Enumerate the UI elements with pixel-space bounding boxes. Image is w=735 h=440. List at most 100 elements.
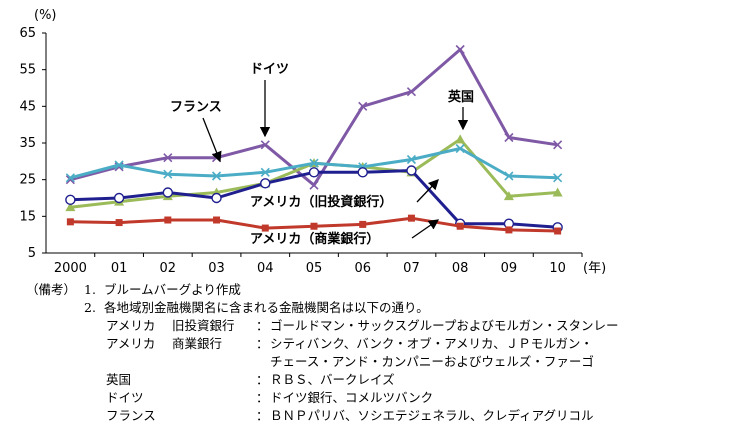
institution-sep: ： (256, 372, 269, 387)
x-tick-label: 09 (501, 261, 518, 276)
data-point-us_ib (113, 192, 125, 204)
data-point-uk (65, 202, 76, 212)
data-point-us_cb (213, 216, 221, 224)
annotation-arrow-us-cb (411, 219, 440, 239)
data-point-us_cb (505, 226, 513, 234)
data-point-us_cb (456, 222, 464, 230)
institution-names: シティバンク、バンク・オブ・アメリカ、ＪＰモルガン・ (270, 336, 593, 351)
annotation-arrow-us-ib (416, 179, 439, 203)
data-point-france (504, 171, 514, 181)
data-point-france (65, 173, 75, 183)
notes-label: （備考） (26, 282, 77, 297)
data-point-france (260, 167, 270, 177)
data-point-france (114, 160, 124, 170)
institution-sep: ： (256, 336, 269, 351)
x-unit-label: (年) (583, 261, 606, 276)
institution-row-germany: ドイツ ： ドイツ銀行、コメルツバンク (26, 389, 731, 407)
institution-names: ドイツ銀行、コメルツバンク (270, 390, 434, 405)
institution-row-us-cb-cont: チェース・アンド・カンパニーおよびウェルズ・ファーゴ (26, 353, 731, 371)
data-point-us_cb (359, 220, 367, 228)
y-tick-label: 55 (19, 63, 36, 78)
institution-names: ゴールドマン・サックスグループおよびモルガン・スタンレー (270, 318, 619, 333)
data-point-us_ib (65, 194, 76, 206)
data-point-germany (309, 180, 319, 190)
data-point-germany (504, 132, 514, 143)
institution-row-us-cb: アメリカ 商業銀行 ： シティバンク、バンク・オブ・アメリカ、ＪＰモルガン・ (26, 335, 731, 353)
data-point-france (455, 143, 465, 154)
data-point-france (163, 169, 173, 179)
institution-region: 英国 (106, 372, 132, 387)
data-point-uk (455, 134, 466, 144)
institution-row-us-ib: アメリカ 旧投資銀行 ： ゴールドマン・サックスグループおよびモルガン・スタンレ… (26, 317, 731, 335)
annotation-france: フランス (170, 100, 222, 115)
note-row-1: （備考） 1. ブルームバーグより作成 (26, 281, 731, 299)
note-row-2: 2. 各地域別金融機関名に含まれる金融機関名は以下の通り。 (26, 299, 731, 317)
x-tick-label: 10 (549, 261, 566, 276)
data-point-us_cb (554, 227, 562, 235)
note-2-number: 2. (84, 300, 96, 315)
data-point-us_cb (407, 214, 415, 222)
data-point-france (553, 173, 563, 183)
annotation-arrow-france (202, 117, 222, 163)
institution-names: ＢＮＰパリバ、ソシエテジェネラル、クレディアグリコル (270, 408, 594, 423)
x-tick-label: 01 (111, 261, 128, 276)
data-point-uk (552, 187, 563, 197)
note-1-text: ブルームバーグより作成 (104, 282, 241, 297)
x-tick-label: 06 (354, 261, 371, 276)
x-tick-label: 2000 (54, 261, 87, 276)
annotation-uk: 英国 (447, 89, 474, 105)
data-point-us_ib (162, 187, 174, 198)
annotation-us-cb: アメリカ（商業銀行） (250, 231, 379, 247)
note-1-number: 1. (84, 282, 96, 297)
x-tick-label: 04 (257, 261, 274, 276)
institution-region: アメリカ (106, 318, 156, 333)
y-tick-label: 45 (19, 99, 36, 114)
x-tick-label: 07 (403, 261, 420, 276)
y-tick-label: 5 (28, 246, 36, 261)
data-point-uk (503, 191, 514, 201)
institution-region: ドイツ (106, 390, 144, 405)
data-point-germany (455, 44, 465, 55)
data-point-germany (553, 140, 563, 150)
data-point-us_ib (406, 165, 417, 176)
note-2-text: 各地域別金融機関名に含まれる金融機関名は以下の通り。 (104, 300, 429, 315)
y-tick-label: 15 (19, 209, 36, 224)
institution-sep: ： (256, 390, 269, 405)
data-point-germany (358, 101, 368, 111)
x-tick-label: 02 (160, 261, 177, 276)
institution-names: ＲＢＳ、バークレイズ (270, 372, 395, 387)
institution-region: フランス (106, 408, 156, 423)
x-tick-label: 05 (306, 261, 323, 276)
x-tick-label: 03 (208, 261, 225, 276)
data-point-france (309, 158, 319, 168)
data-point-us_ib (211, 192, 222, 204)
x-tick-label: 08 (452, 261, 469, 276)
data-point-france (211, 171, 222, 181)
institution-names: チェース・アンド・カンパニーおよびウェルズ・ファーゴ (270, 354, 594, 369)
annotation-us-ib: アメリカ（旧投資銀行） (250, 194, 392, 210)
data-point-us_ib (308, 167, 320, 178)
data-point-germany (163, 153, 173, 163)
y-unit-label: (%) (34, 8, 57, 23)
annotation-germany: ドイツ (250, 62, 289, 77)
data-point-us_ib (357, 167, 368, 178)
data-point-us_cb (164, 216, 172, 224)
institution-sep: ： (256, 318, 269, 333)
y-tick-label: 35 (19, 136, 36, 151)
data-point-france (406, 154, 417, 165)
data-point-us_cb (115, 219, 123, 227)
notes-section: （備考） 1. ブルームバーグより作成 2. 各地域別金融機関名に含まれる金融機… (26, 281, 731, 425)
y-tick-label: 25 (19, 173, 36, 188)
data-point-germany (406, 87, 417, 97)
data-point-us_cb (310, 222, 318, 230)
institution-row-france: フランス ： ＢＮＰパリバ、ソシエテジェネラル、クレディアグリコル (26, 407, 731, 425)
institution-sub: 旧投資銀行 (172, 318, 235, 333)
institution-region: アメリカ (106, 336, 156, 351)
institution-row-uk: 英国 ： ＲＢＳ、バークレイズ (26, 371, 731, 389)
institution-sep: ： (256, 408, 269, 423)
data-point-us_cb (261, 224, 269, 232)
data-point-us_ib (260, 178, 271, 189)
y-tick-label: 65 (19, 26, 36, 41)
data-point-us_cb (66, 218, 74, 226)
